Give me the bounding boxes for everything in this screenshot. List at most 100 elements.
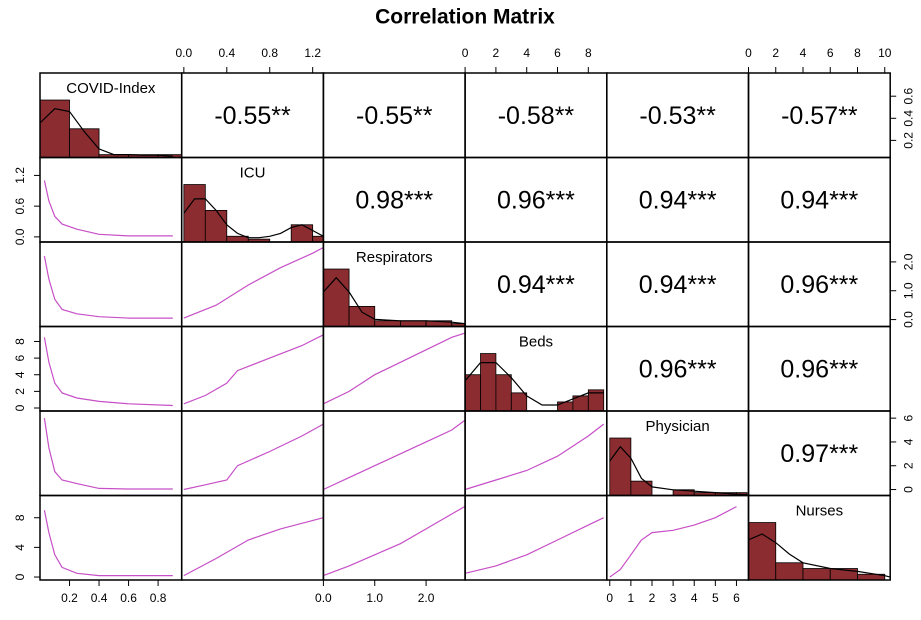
correlation-label: -0.55** — [214, 102, 291, 130]
x-tick-label: 6 — [554, 46, 561, 60]
y-tick-label: 6 — [901, 414, 915, 421]
x-tick-label: 0.6 — [120, 591, 137, 605]
fit-line — [43, 180, 173, 237]
fit-line — [323, 332, 465, 405]
panel-border — [606, 494, 750, 581]
x-tick-label: 1.0 — [366, 591, 383, 605]
y-tick-label: 2 — [901, 462, 915, 469]
correlation-label: 0.94*** — [497, 271, 575, 299]
panel-border — [180, 410, 325, 497]
histogram-bar — [183, 184, 206, 243]
chart-title: Correlation Matrix — [375, 6, 555, 29]
y-tick-label: 6 — [13, 354, 27, 361]
histogram-bar — [39, 99, 70, 158]
y-tick-label: 0.2 — [901, 132, 915, 149]
panel-border — [180, 494, 325, 581]
correlation-label: -0.55** — [356, 102, 433, 130]
panel-border — [39, 156, 183, 243]
correlation-label: 0.94*** — [639, 271, 717, 299]
variable-name: COVID-Index — [66, 80, 156, 97]
density-curve — [748, 533, 891, 578]
y-tick-label: 1.0 — [901, 282, 915, 299]
x-tick-label: 10 — [878, 46, 892, 60]
correlation-label: -0.57** — [781, 102, 858, 130]
histogram-bar — [312, 235, 324, 243]
x-tick-label: 5 — [712, 591, 719, 605]
histogram-bar — [495, 374, 512, 412]
histogram-bar — [510, 392, 528, 412]
histogram-bar — [630, 480, 653, 496]
y-tick-label: 0.4 — [901, 110, 915, 127]
x-tick-label: 6 — [827, 46, 834, 60]
histogram-bar — [802, 568, 831, 581]
density-curve — [609, 445, 748, 496]
x-tick-label: 0.8 — [261, 46, 278, 60]
x-tick-label: 0.8 — [150, 591, 167, 605]
histogram-bar — [748, 522, 777, 581]
y-tick-label: 0.0 — [901, 311, 915, 328]
variable-name: ICU — [240, 164, 266, 181]
histogram-bar — [204, 209, 228, 243]
x-tick-label: 8 — [854, 46, 861, 60]
correlation-label: 0.96*** — [497, 186, 575, 214]
fit-line — [323, 420, 465, 491]
y-tick-label: 4 — [13, 544, 27, 551]
panel-border — [747, 494, 891, 581]
panel-border — [322, 410, 466, 497]
fit-line — [464, 423, 605, 491]
y-tick-label: 0 — [901, 486, 915, 493]
x-tick-label: 0 — [606, 591, 613, 605]
x-tick-label: 2 — [493, 46, 500, 60]
y-tick-label: 0 — [13, 573, 27, 580]
histogram-bar — [557, 401, 574, 412]
panel-border — [39, 494, 183, 581]
fit-line — [183, 517, 324, 577]
x-tick-label: 8 — [585, 46, 592, 60]
fit-line — [183, 423, 324, 491]
x-tick-label: 0 — [745, 46, 752, 60]
x-tick-label: 2 — [772, 46, 779, 60]
x-tick-label: 0.0 — [176, 46, 193, 60]
x-tick-label: 2.0 — [418, 591, 435, 605]
fit-line — [323, 506, 465, 577]
correlation-label: -0.53** — [639, 102, 716, 130]
x-tick-label: 2 — [649, 591, 656, 605]
density-curve — [39, 108, 173, 157]
y-tick-label: 2.0 — [901, 253, 915, 270]
x-tick-label: 1 — [628, 591, 635, 605]
correlation-label: -0.58** — [498, 102, 575, 130]
y-tick-label: 0.0 — [13, 228, 27, 245]
y-tick-label: 0 — [13, 404, 27, 411]
y-tick-label: 0.6 — [901, 88, 915, 105]
variable-name: Nurses — [796, 502, 844, 519]
panel-border — [464, 494, 608, 581]
y-tick-label: 8 — [13, 338, 27, 345]
fit-line — [43, 255, 173, 319]
x-tick-label: 4 — [523, 46, 530, 60]
panel-border — [39, 410, 183, 497]
y-tick-label: 8 — [13, 514, 27, 521]
panel-border — [39, 241, 183, 328]
correlation-label: 0.96*** — [780, 271, 858, 299]
correlation-label: 0.96*** — [639, 355, 717, 383]
fit-line — [43, 510, 173, 577]
fit-line — [43, 337, 173, 407]
histogram-bar — [400, 320, 427, 327]
correlation-label: 0.98*** — [355, 186, 433, 214]
panel-border — [180, 241, 325, 328]
density-curve — [183, 198, 324, 239]
panel-border — [180, 325, 325, 412]
y-tick-label: 4 — [901, 438, 915, 445]
x-tick-label: 4 — [691, 591, 698, 605]
x-tick-label: 3 — [670, 591, 677, 605]
x-tick-label: 0.0 — [315, 591, 332, 605]
fit-line — [183, 246, 324, 319]
variable-name: Respirators — [356, 249, 433, 266]
x-tick-label: 0 — [462, 46, 469, 60]
x-tick-label: 6 — [733, 591, 740, 605]
x-tick-label: 0.2 — [61, 591, 78, 605]
correlation-label: 0.96*** — [780, 355, 858, 383]
y-tick-label: 4 — [13, 371, 27, 378]
